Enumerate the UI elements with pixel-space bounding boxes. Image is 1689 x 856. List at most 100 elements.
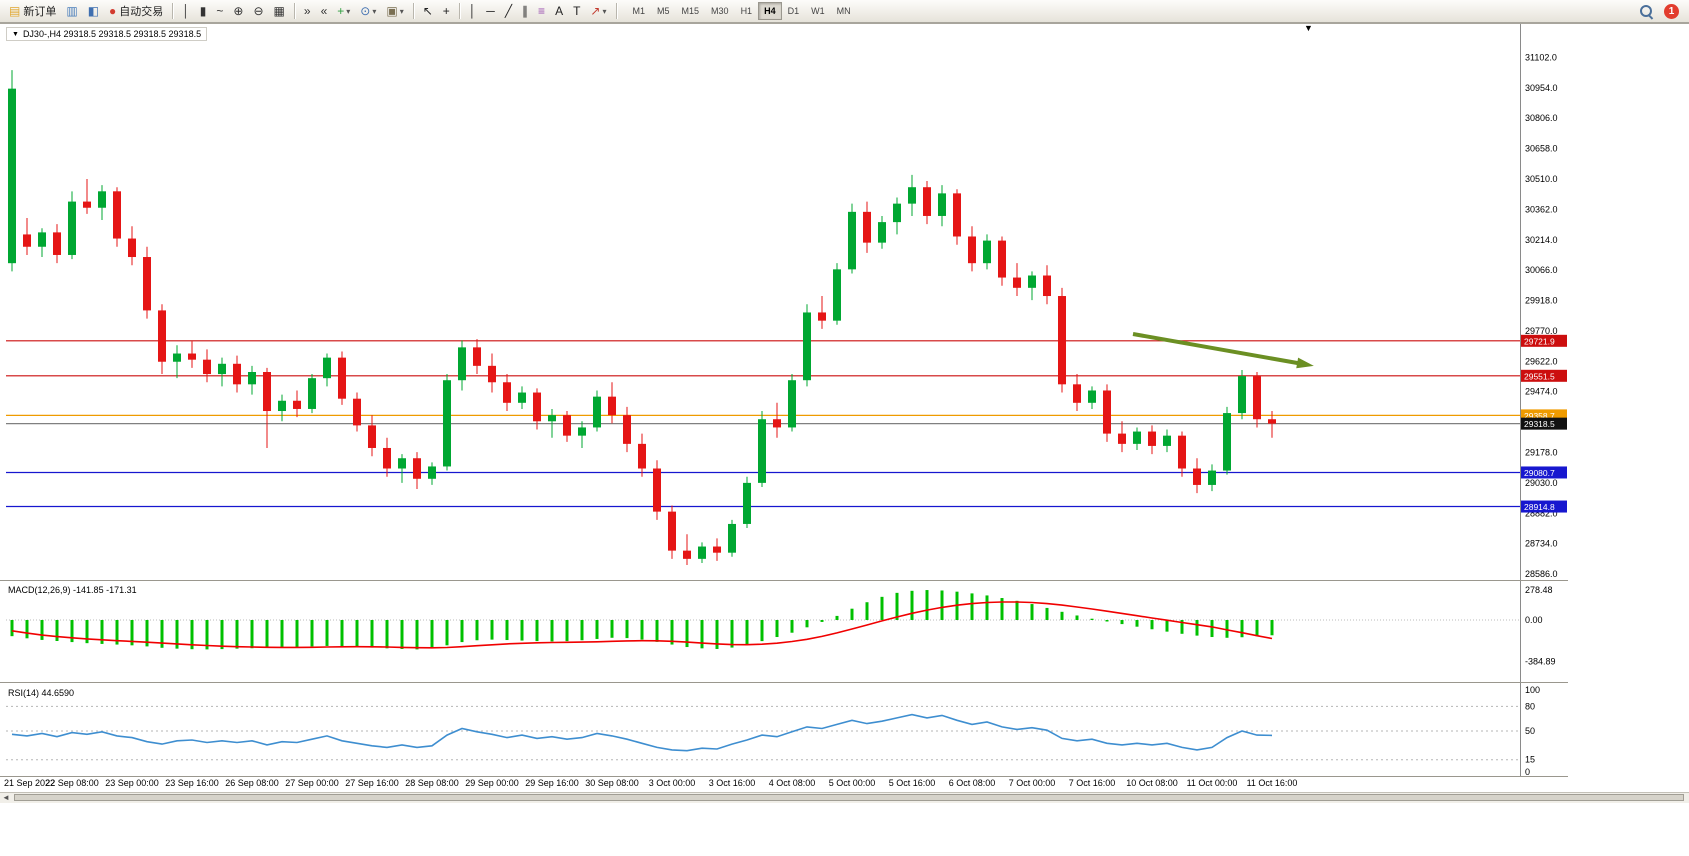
chart-shift-button[interactable]: «: [317, 1, 332, 22]
charts-button[interactable]: ▥: [62, 1, 81, 22]
candle-body: [518, 392, 526, 403]
timeframe-m30-button[interactable]: M30: [711, 6, 729, 16]
zoom-out-icon: ⊖: [253, 4, 264, 18]
timeframe-mn-button[interactable]: MN: [836, 6, 851, 16]
equidistant-channel-icon: ∥: [522, 4, 529, 18]
notification-badge[interactable]: 1: [1664, 4, 1679, 19]
candle-body: [83, 201, 91, 208]
trendline-button[interactable]: ╱: [501, 1, 516, 22]
templates-button[interactable]: ▣ ▾: [382, 1, 407, 22]
auto-scroll-button[interactable]: »: [300, 1, 315, 22]
indicators-button[interactable]: + ▾: [333, 1, 354, 22]
trend-arrow-annotation[interactable]: [1132, 332, 1304, 366]
timeframe-w1-button[interactable]: W1: [811, 6, 825, 16]
tile-windows-button[interactable]: ▦: [270, 1, 289, 22]
svg-text:30510.0: 30510.0: [1525, 174, 1558, 184]
rsi-label: RSI(14) 44.6590: [8, 688, 74, 698]
candle-body: [938, 193, 946, 216]
trend-arrow-head: [1296, 357, 1314, 369]
scrollbar-left-arrow-icon[interactable]: ◄: [2, 793, 10, 802]
svg-text:29770.0: 29770.0: [1525, 326, 1558, 336]
vertical-line-button[interactable]: │: [465, 1, 481, 22]
svg-text:28 Sep 08:00: 28 Sep 08:00: [405, 778, 459, 788]
dropdown-caret-icon[interactable]: ▾: [602, 6, 607, 16]
candle-body: [263, 372, 271, 412]
timeframe-h4-button[interactable]: H4: [758, 2, 782, 20]
dropdown-caret-icon[interactable]: ▾: [399, 6, 404, 16]
timeframe-d1-button[interactable]: D1: [787, 6, 800, 16]
candle-body: [428, 466, 436, 479]
horizontal-line-button[interactable]: ─: [482, 1, 499, 22]
svg-text:-384.89: -384.89: [1525, 656, 1556, 666]
candle-body: [458, 347, 466, 381]
svg-text:3 Oct 16:00: 3 Oct 16:00: [709, 778, 756, 788]
rsi-indicator: 100 80 50 15 0: [6, 685, 1540, 777]
candle-body: [1058, 296, 1066, 385]
text-button[interactable]: A: [551, 1, 567, 22]
dropdown-caret-icon[interactable]: ▾: [372, 6, 377, 16]
svg-text:29 Sep 00:00: 29 Sep 00:00: [465, 778, 519, 788]
candle-body: [1148, 431, 1156, 446]
periods-button[interactable]: ⊙ ▾: [356, 1, 380, 22]
timeframe-h1-button[interactable]: H1: [740, 6, 753, 16]
candle-body: [383, 447, 391, 469]
fibonacci-icon: ≡: [538, 4, 546, 18]
price-axis[interactable]: 31102.0 30954.0 30806.0 30658.0 30510.0 30362…: [1525, 52, 1558, 579]
svg-text:21 Sep 2022: 21 Sep 2022: [4, 778, 55, 788]
crosshair-icon: +: [442, 4, 450, 18]
bar-chart-type-button[interactable]: │: [178, 1, 194, 22]
candlestick-chart-type-icon: ▮: [199, 4, 207, 18]
macd-name: MACD(12,26,9): [8, 585, 71, 595]
cursor-button[interactable]: ↖: [419, 1, 437, 22]
candle-body: [623, 415, 631, 444]
candle-body: [293, 400, 301, 409]
new-order-icon: ▤: [9, 4, 21, 18]
collapse-arrow-icon[interactable]: ▼: [12, 30, 19, 38]
charts-icon: ▥: [66, 4, 78, 18]
svg-text:30362.0: 30362.0: [1525, 204, 1558, 214]
toolbar-separator: [172, 3, 174, 19]
svg-text:29918.0: 29918.0: [1525, 296, 1558, 306]
crosshair-button[interactable]: +: [439, 1, 454, 22]
svg-text:27 Sep 00:00: 27 Sep 00:00: [285, 778, 339, 788]
equidistant-channel-button[interactable]: ∥: [518, 1, 532, 22]
dropdown-caret-icon[interactable]: ▾: [346, 6, 351, 16]
zoom-in-button[interactable]: ⊕: [229, 1, 247, 22]
candle-body: [698, 546, 706, 559]
timeframe-m1-button[interactable]: M1: [632, 6, 646, 16]
new-order-button[interactable]: ▤ 新订单: [5, 1, 60, 22]
candle-body: [113, 191, 121, 239]
svg-text:28882.0: 28882.0: [1525, 508, 1558, 518]
toolbar-separator: [615, 3, 617, 19]
zoom-out-button[interactable]: ⊖: [249, 1, 267, 22]
timeframe-m5-button[interactable]: M5: [657, 6, 670, 16]
candle-body: [143, 257, 151, 311]
candle-body: [968, 236, 976, 264]
line-chart-type-button[interactable]: ~: [212, 1, 227, 22]
rsi-line: [11, 713, 1273, 752]
text-label-button[interactable]: T: [569, 1, 584, 22]
candle-body: [338, 357, 346, 399]
candle-body: [863, 211, 871, 243]
macd-indicator: 278.48 0.00 -384.89: [6, 585, 1556, 666]
candle-body: [878, 222, 886, 243]
candlestick-chart-type-button[interactable]: ▮: [196, 1, 211, 22]
text-icon: A: [555, 4, 564, 18]
chart-shift-marker-icon[interactable]: ▼: [1304, 23, 1313, 33]
rsi-name: RSI(14): [8, 688, 40, 698]
svg-text:29721.9: 29721.9: [1524, 336, 1555, 346]
candle-body: [713, 546, 721, 553]
horizontal-scrollbar[interactable]: ◄: [0, 792, 1689, 803]
candle-body: [953, 193, 961, 237]
autotrade-button[interactable]: ● 自动交易: [105, 1, 167, 22]
arrows-button[interactable]: ↗ ▾: [586, 1, 610, 22]
scrollbar-thumb[interactable]: [14, 794, 1684, 801]
fibonacci-button[interactable]: ≡: [534, 1, 549, 22]
search-icon[interactable]: [1639, 4, 1654, 20]
timeframe-m15-button[interactable]: M15: [681, 6, 700, 16]
candle-body: [1028, 275, 1036, 288]
svg-text:29030.0: 29030.0: [1525, 478, 1558, 488]
market-watch-button[interactable]: ◧: [84, 1, 103, 22]
